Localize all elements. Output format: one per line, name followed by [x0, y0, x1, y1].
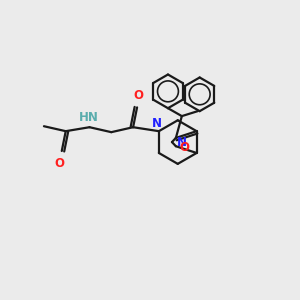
Text: O: O — [55, 157, 65, 170]
Text: HN: HN — [79, 111, 98, 124]
Text: N: N — [152, 117, 162, 130]
Text: N: N — [177, 136, 187, 148]
Text: O: O — [180, 141, 190, 154]
Text: O: O — [133, 89, 143, 102]
